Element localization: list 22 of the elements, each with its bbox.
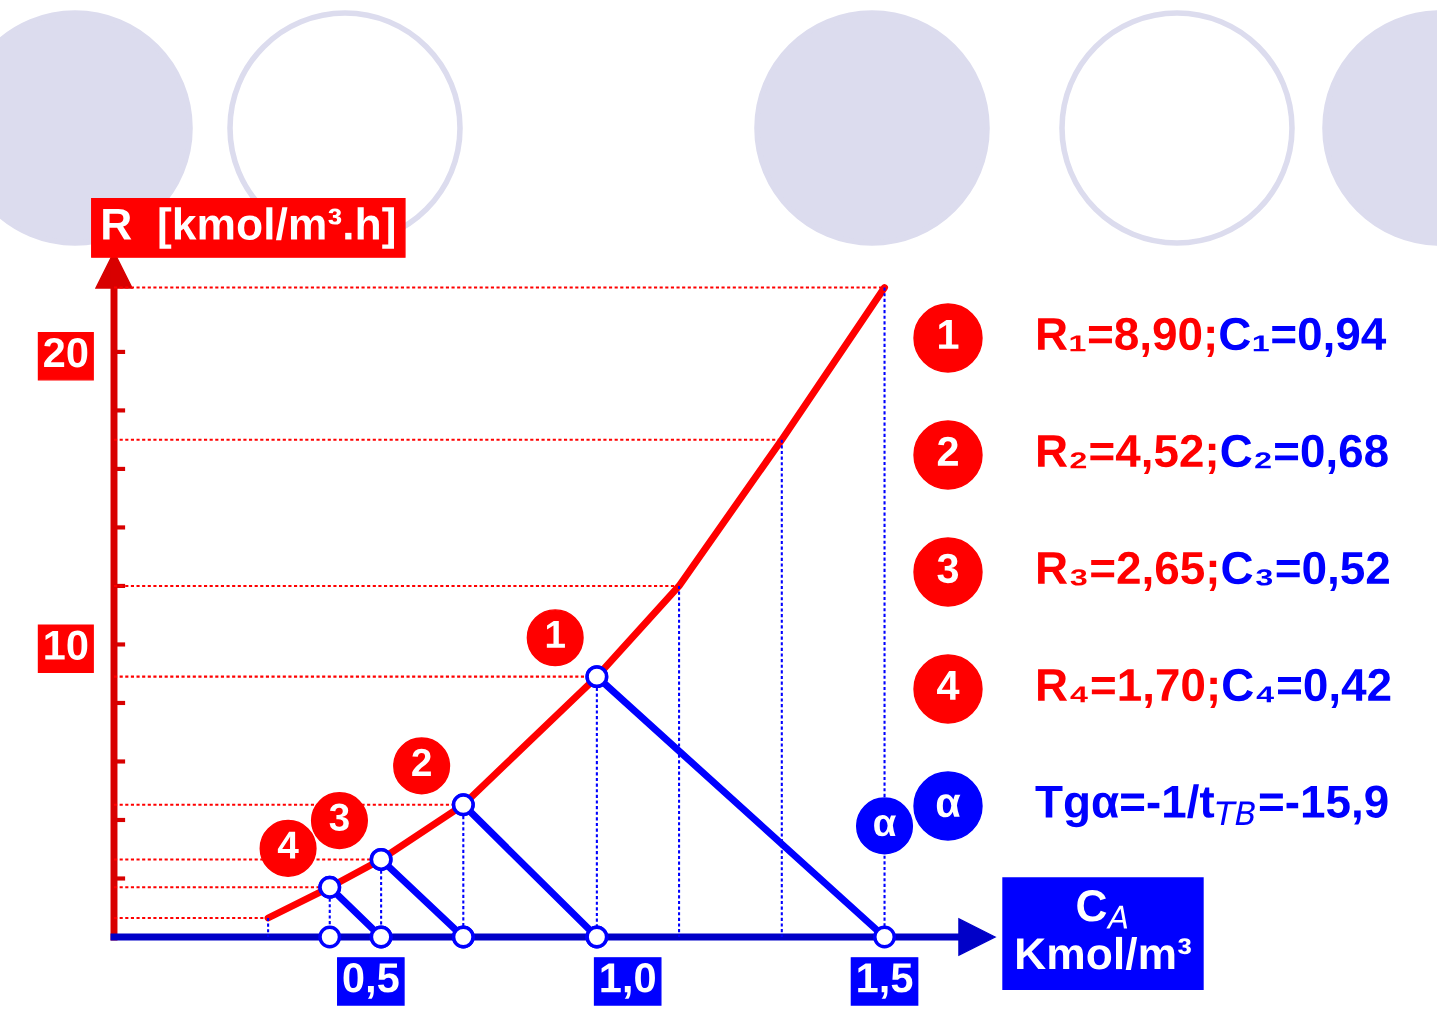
annotation: 2 xyxy=(937,436,958,466)
annotation: 3 xyxy=(937,553,959,584)
text: R₃=2,65;C₃=0,52 xyxy=(1038,551,1389,591)
annotation: 4 xyxy=(937,671,960,700)
x-axis-title: C$_{A}$ Kmol/m³ xyxy=(1017,890,1191,970)
x-tick-label: 1,5 xyxy=(858,963,913,999)
annotation: 1 xyxy=(546,621,565,648)
x-tick-label: 1,0 xyxy=(601,963,655,999)
y-tick-label: 10 xyxy=(45,630,88,660)
text: R₂=4,52;C₂=0,68 xyxy=(1038,434,1388,474)
annotation: 4 xyxy=(277,831,299,859)
text: R₁=8,90;C₁=0,94 xyxy=(1038,317,1387,357)
x-tick-label: 0,5 xyxy=(343,963,399,999)
annotation: α xyxy=(874,815,897,837)
annotation: 1 xyxy=(939,320,959,349)
text: R₄=1,70;C₄=0,42 xyxy=(1038,668,1391,708)
annotation: α xyxy=(936,794,961,818)
annotation: 2 xyxy=(412,748,431,776)
text: Tgα=-1/t$_{TB}$=-15,9 xyxy=(1035,784,1388,828)
y-axis-title: R [kmol/m³.h] xyxy=(103,207,394,249)
annotation: 3 xyxy=(329,803,349,832)
y-tick-label: 20 xyxy=(44,337,88,368)
